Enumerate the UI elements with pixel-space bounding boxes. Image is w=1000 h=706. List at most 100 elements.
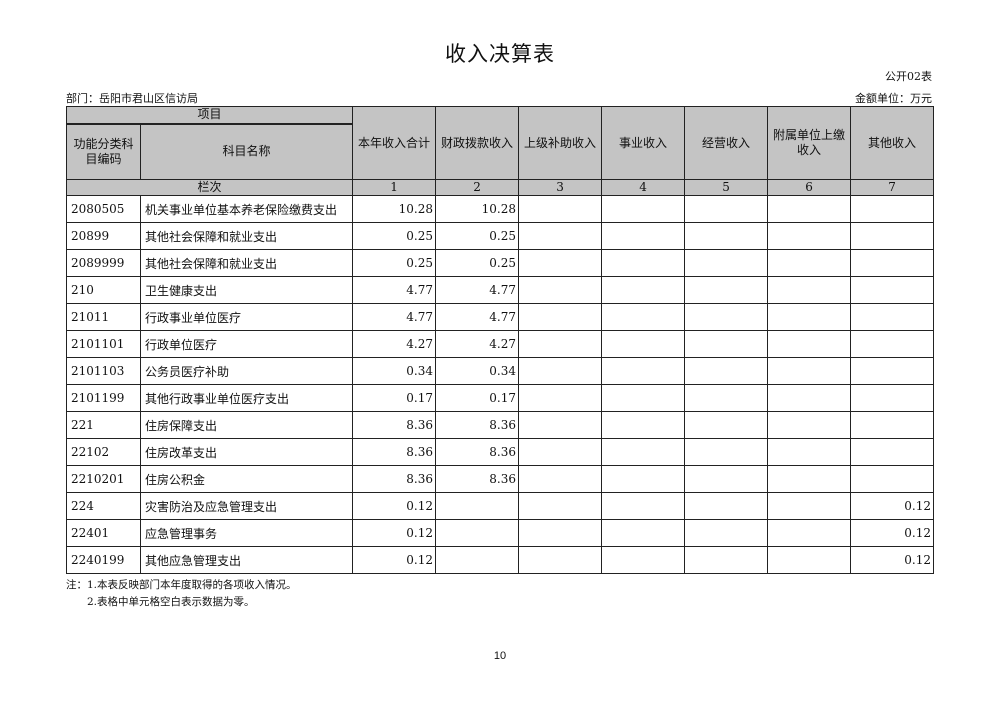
row-code: 2101101	[66, 330, 141, 358]
table-row: 2101101 行政单位医疗 4.27 4.27	[66, 330, 935, 358]
row-value: 4.27	[435, 330, 520, 358]
table-row: 22102 住房改革支出 8.36 8.36	[66, 438, 935, 466]
table-row: 2101199 其他行政事业单位医疗支出 0.17 0.17	[66, 384, 935, 412]
column-number: 3	[518, 179, 603, 196]
row-name: 其他社会保障和就业支出	[139, 249, 354, 277]
note-1: 注：1.本表反映部门本年度取得的各项收入情况。	[66, 579, 297, 591]
row-value: 0.12	[352, 546, 437, 574]
row-code: 2080505	[66, 195, 141, 223]
row-value	[601, 303, 686, 331]
row-value	[684, 249, 769, 277]
row-value	[850, 438, 935, 466]
row-name: 灾害防治及应急管理支出	[139, 492, 354, 520]
row-value	[767, 357, 852, 385]
row-value: 0.34	[352, 357, 437, 385]
row-value	[684, 492, 769, 520]
row-code: 20899	[66, 222, 141, 250]
row-value	[684, 303, 769, 331]
row-name: 行政事业单位医疗	[139, 303, 354, 331]
row-value	[850, 384, 935, 412]
row-name: 行政单位医疗	[139, 330, 354, 358]
row-name: 卫生健康支出	[139, 276, 354, 304]
row-code: 2089999	[66, 249, 141, 277]
row-value: 0.25	[352, 249, 437, 277]
row-value	[518, 519, 603, 547]
row-value	[684, 330, 769, 358]
row-value	[767, 330, 852, 358]
row-value	[684, 465, 769, 493]
row-value: 8.36	[352, 411, 437, 439]
note-2: 2.表格中单元格空白表示数据为零。	[87, 596, 255, 608]
row-value	[601, 357, 686, 385]
row-value	[684, 357, 769, 385]
table-row: 20899 其他社会保障和就业支出 0.25 0.25	[66, 222, 935, 250]
row-value	[684, 546, 769, 574]
row-value	[850, 303, 935, 331]
row-code: 2101103	[66, 357, 141, 385]
row-value	[767, 222, 852, 250]
row-value	[684, 384, 769, 412]
row-code: 210	[66, 276, 141, 304]
row-value: 4.77	[435, 303, 520, 331]
row-value	[767, 438, 852, 466]
row-value	[684, 438, 769, 466]
row-value	[601, 546, 686, 574]
row-name: 住房改革支出	[139, 438, 354, 466]
row-value	[767, 195, 852, 223]
row-value	[767, 465, 852, 493]
header-col: 本年收入合计	[352, 106, 437, 180]
row-value	[684, 276, 769, 304]
row-value	[518, 411, 603, 439]
row-value	[767, 492, 852, 520]
row-value	[518, 303, 603, 331]
row-value	[767, 303, 852, 331]
header-col: 事业收入	[601, 106, 686, 180]
row-value: 0.17	[352, 384, 437, 412]
header-code: 功能分类科目编码	[66, 123, 141, 180]
row-code: 22401	[66, 519, 141, 547]
row-value: 0.12	[352, 519, 437, 547]
table-row: 22401 应急管理事务 0.12 0.12	[66, 519, 935, 547]
row-value: 0.17	[435, 384, 520, 412]
row-value	[850, 222, 935, 250]
header-col: 财政拨款收入	[435, 106, 520, 180]
row-value	[601, 465, 686, 493]
row-value: 8.36	[435, 411, 520, 439]
row-value	[850, 465, 935, 493]
row-code: 22102	[66, 438, 141, 466]
row-value	[518, 492, 603, 520]
row-value: 0.34	[435, 357, 520, 385]
row-value: 8.36	[435, 438, 520, 466]
row-value: 8.36	[352, 438, 437, 466]
row-value	[850, 411, 935, 439]
table-row: 21011 行政事业单位医疗 4.77 4.77	[66, 303, 935, 331]
row-value	[684, 519, 769, 547]
row-value	[518, 330, 603, 358]
header-col: 其他收入	[850, 106, 935, 180]
row-value: 0.12	[352, 492, 437, 520]
page-title: 收入决算表	[445, 42, 555, 66]
row-code: 2240199	[66, 546, 141, 574]
row-value: 0.25	[435, 222, 520, 250]
page-number: 10	[493, 650, 507, 662]
row-value: 4.27	[352, 330, 437, 358]
row-code: 2101199	[66, 384, 141, 412]
header-col: 经营收入	[684, 106, 769, 180]
row-value	[767, 411, 852, 439]
row-value	[518, 438, 603, 466]
column-number: 7	[850, 179, 935, 196]
row-value	[435, 492, 520, 520]
row-value	[518, 222, 603, 250]
row-value	[684, 222, 769, 250]
column-number: 5	[684, 179, 769, 196]
row-value	[518, 195, 603, 223]
row-code: 2210201	[66, 465, 141, 493]
table-row: 2080505 机关事业单位基本养老保险缴费支出 10.28 10.28	[66, 195, 935, 223]
row-value	[518, 276, 603, 304]
row-value: 4.77	[352, 303, 437, 331]
row-value: 10.28	[435, 195, 520, 223]
column-number: 1	[352, 179, 437, 196]
row-name: 其他行政事业单位医疗支出	[139, 384, 354, 412]
row-name: 其他应急管理支出	[139, 546, 354, 574]
